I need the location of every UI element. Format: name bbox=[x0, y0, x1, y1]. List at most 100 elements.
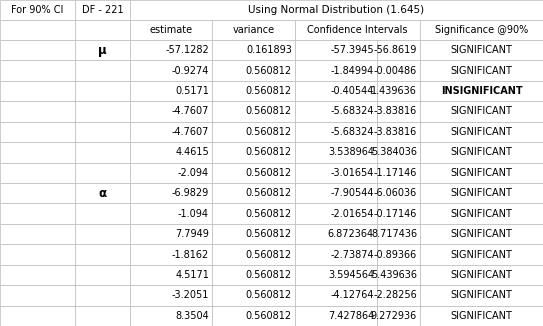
Text: -0.17146: -0.17146 bbox=[374, 209, 417, 219]
Text: 0.560812: 0.560812 bbox=[246, 107, 292, 116]
Bar bbox=[0, 244, 75, 265]
Bar bbox=[377, 142, 420, 163]
Text: 0.560812: 0.560812 bbox=[246, 127, 292, 137]
Bar bbox=[75, 163, 130, 183]
Bar bbox=[377, 81, 420, 101]
Text: 0.560812: 0.560812 bbox=[246, 66, 292, 76]
Bar bbox=[420, 20, 543, 40]
Bar bbox=[212, 244, 295, 265]
Bar bbox=[0, 142, 75, 163]
Text: -2.01654: -2.01654 bbox=[331, 209, 374, 219]
Text: 4.4615: 4.4615 bbox=[175, 147, 209, 157]
Bar bbox=[377, 40, 420, 60]
Bar bbox=[377, 183, 420, 203]
Text: 0.560812: 0.560812 bbox=[246, 209, 292, 219]
Bar bbox=[130, 40, 212, 60]
Text: -7.90544: -7.90544 bbox=[331, 188, 374, 198]
Text: SIGNIFICANT: SIGNIFICANT bbox=[451, 290, 513, 300]
Text: 4.5171: 4.5171 bbox=[175, 270, 209, 280]
Bar bbox=[0, 163, 75, 183]
Bar bbox=[0, 0, 75, 20]
Bar bbox=[295, 142, 377, 163]
Text: 0.560812: 0.560812 bbox=[246, 168, 292, 178]
Bar bbox=[0, 122, 75, 142]
Bar bbox=[295, 305, 377, 326]
Bar bbox=[75, 244, 130, 265]
Bar bbox=[0, 265, 75, 285]
Text: μ: μ bbox=[98, 44, 107, 57]
Bar bbox=[420, 101, 543, 122]
Text: -0.40544: -0.40544 bbox=[331, 86, 374, 96]
Bar bbox=[420, 122, 543, 142]
Bar bbox=[0, 101, 75, 122]
Text: 7.7949: 7.7949 bbox=[175, 229, 209, 239]
Bar bbox=[75, 183, 130, 203]
Bar bbox=[0, 81, 75, 101]
Text: SIGNIFICANT: SIGNIFICANT bbox=[451, 249, 513, 259]
Bar bbox=[377, 244, 420, 265]
Bar bbox=[295, 244, 377, 265]
Bar bbox=[377, 285, 420, 305]
Bar bbox=[130, 60, 212, 81]
Text: -3.83816: -3.83816 bbox=[374, 127, 417, 137]
Text: SIGNIFICANT: SIGNIFICANT bbox=[451, 45, 513, 55]
Text: 6.872364: 6.872364 bbox=[328, 229, 374, 239]
Text: -5.68324: -5.68324 bbox=[331, 127, 374, 137]
Bar bbox=[0, 40, 75, 60]
Bar bbox=[420, 224, 543, 244]
Bar bbox=[75, 122, 130, 142]
Bar bbox=[0, 20, 75, 40]
Bar bbox=[420, 81, 543, 101]
Text: 0.560812: 0.560812 bbox=[246, 229, 292, 239]
Bar bbox=[420, 163, 543, 183]
Text: 5.384036: 5.384036 bbox=[371, 147, 417, 157]
Text: 0.560812: 0.560812 bbox=[246, 86, 292, 96]
Bar bbox=[295, 122, 377, 142]
Text: estimate: estimate bbox=[149, 25, 193, 35]
Text: -3.83816: -3.83816 bbox=[374, 107, 417, 116]
Bar bbox=[75, 265, 130, 285]
Text: 0.5171: 0.5171 bbox=[175, 86, 209, 96]
Bar bbox=[130, 0, 543, 20]
Bar bbox=[130, 265, 212, 285]
Text: 3.538964: 3.538964 bbox=[328, 147, 374, 157]
Text: DF - 221: DF - 221 bbox=[81, 5, 123, 15]
Text: -1.8162: -1.8162 bbox=[172, 249, 209, 259]
Text: -4.7607: -4.7607 bbox=[172, 107, 209, 116]
Text: Significance @90%: Significance @90% bbox=[435, 25, 528, 35]
Bar bbox=[212, 183, 295, 203]
Bar bbox=[377, 101, 420, 122]
Text: SIGNIFICANT: SIGNIFICANT bbox=[451, 270, 513, 280]
Bar bbox=[130, 20, 212, 40]
Text: 9.272936: 9.272936 bbox=[371, 311, 417, 321]
Text: variance: variance bbox=[232, 25, 275, 35]
Bar bbox=[295, 163, 377, 183]
Bar bbox=[212, 81, 295, 101]
Text: α: α bbox=[98, 187, 106, 200]
Bar bbox=[420, 40, 543, 60]
Text: SIGNIFICANT: SIGNIFICANT bbox=[451, 107, 513, 116]
Bar bbox=[295, 203, 377, 224]
Bar bbox=[0, 183, 75, 203]
Text: -0.9274: -0.9274 bbox=[172, 66, 209, 76]
Text: INSIGNIFICANT: INSIGNIFICANT bbox=[441, 86, 522, 96]
Bar bbox=[130, 101, 212, 122]
Bar bbox=[130, 244, 212, 265]
Text: -0.89366: -0.89366 bbox=[374, 249, 417, 259]
Bar bbox=[0, 285, 75, 305]
Bar bbox=[420, 285, 543, 305]
Bar bbox=[0, 203, 75, 224]
Bar bbox=[75, 142, 130, 163]
Bar bbox=[295, 101, 377, 122]
Bar bbox=[295, 285, 377, 305]
Bar bbox=[75, 0, 130, 20]
Text: -1.17146: -1.17146 bbox=[374, 168, 417, 178]
Text: -5.68324: -5.68324 bbox=[331, 107, 374, 116]
Bar bbox=[420, 265, 543, 285]
Text: -1.84994: -1.84994 bbox=[331, 66, 374, 76]
Text: 0.560812: 0.560812 bbox=[246, 188, 292, 198]
Bar bbox=[295, 81, 377, 101]
Bar bbox=[420, 60, 543, 81]
Bar bbox=[420, 244, 543, 265]
Text: 0.560812: 0.560812 bbox=[246, 290, 292, 300]
